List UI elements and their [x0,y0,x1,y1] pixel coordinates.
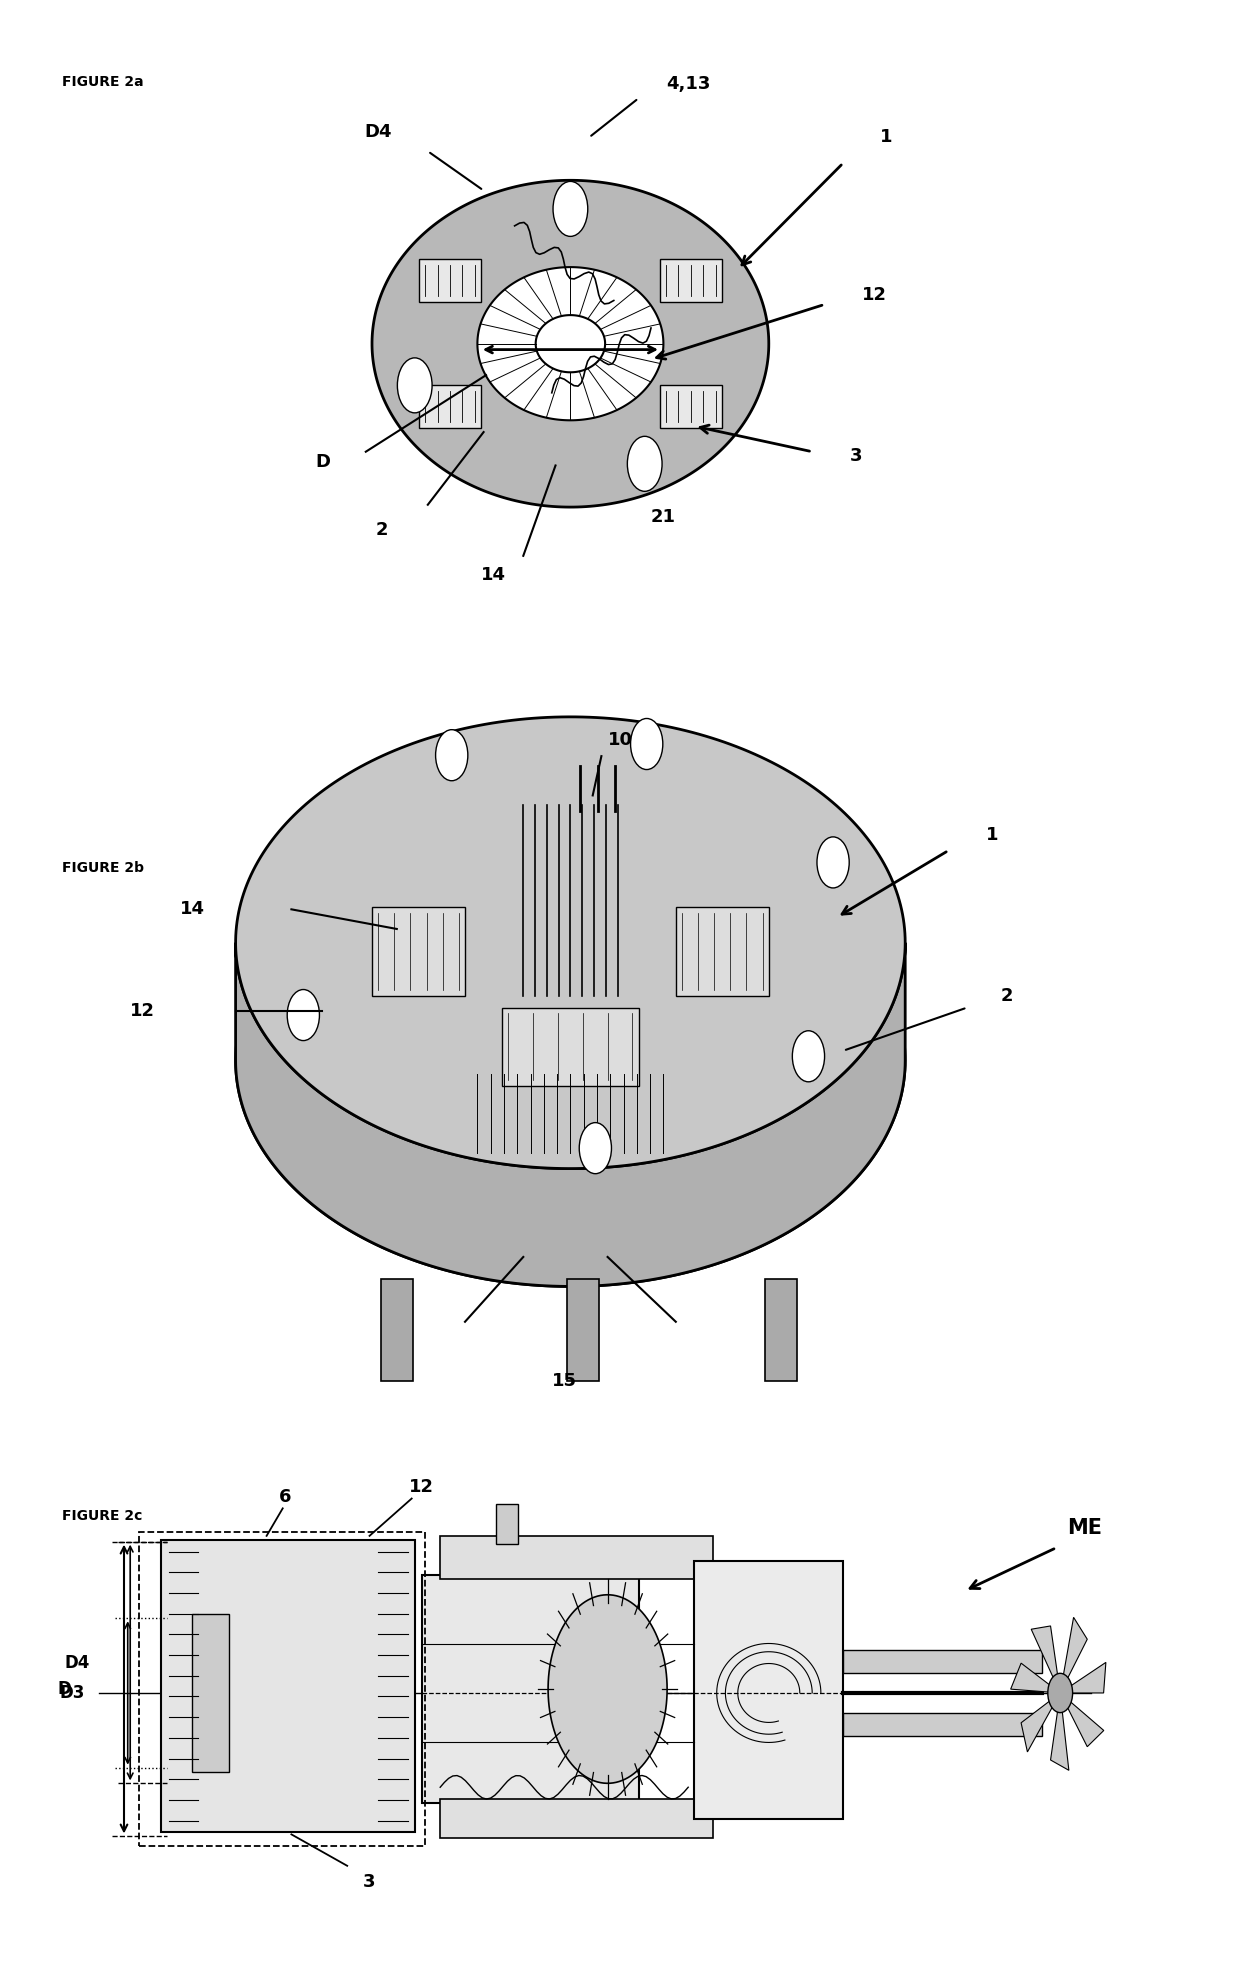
Circle shape [435,731,467,782]
Polygon shape [1032,1626,1060,1693]
Text: 2: 2 [1001,986,1013,1006]
Polygon shape [372,181,769,507]
Text: D: D [315,452,330,471]
Text: 4,13: 4,13 [666,75,711,94]
Polygon shape [236,835,905,1286]
Text: FIGURE 2c: FIGURE 2c [62,1508,143,1524]
Bar [694,1561,843,1819]
Bar [567,1279,599,1381]
Circle shape [792,1031,825,1082]
Text: D: D [57,1679,72,1699]
Bar [496,1504,518,1544]
Polygon shape [1060,1662,1106,1693]
Bar [192,1614,229,1772]
Polygon shape [1050,1693,1069,1770]
Circle shape [817,837,849,888]
Polygon shape [236,943,905,1286]
Text: FIGURE 2a: FIGURE 2a [62,75,144,90]
Text: 14: 14 [481,566,506,585]
Circle shape [579,1123,611,1174]
Text: 15: 15 [552,1371,577,1391]
Polygon shape [548,1595,667,1783]
Bar [161,1540,415,1832]
Text: 12: 12 [130,1002,155,1021]
Bar [139,1532,425,1846]
Text: 3: 3 [849,446,862,465]
Bar [419,385,481,428]
Text: FIGURE 2b: FIGURE 2b [62,860,144,876]
Circle shape [627,436,662,491]
Bar [765,1279,797,1381]
Circle shape [553,181,588,236]
Bar [660,385,722,428]
Text: 12: 12 [862,285,887,304]
Bar [372,907,465,996]
Bar [381,1279,413,1381]
Circle shape [397,357,432,412]
Text: ME: ME [1068,1518,1102,1538]
Polygon shape [1060,1693,1104,1746]
Polygon shape [1011,1664,1060,1693]
Bar [843,1650,1042,1673]
Bar [660,259,722,302]
Text: D4: D4 [365,122,392,141]
Polygon shape [477,267,663,420]
Bar [440,1536,713,1579]
Text: D4: D4 [64,1654,89,1671]
Bar [422,1575,639,1803]
Bar [502,1008,639,1086]
Text: 12: 12 [409,1477,434,1497]
Polygon shape [536,314,605,373]
Text: 2: 2 [376,520,388,540]
Text: 6: 6 [279,1487,291,1506]
Circle shape [288,990,320,1041]
Text: 3: 3 [363,1872,376,1891]
Polygon shape [236,717,905,1169]
Text: D3: D3 [60,1683,84,1703]
Circle shape [1048,1673,1073,1713]
Text: 14: 14 [180,900,205,919]
Polygon shape [1021,1693,1060,1752]
Text: 21: 21 [651,507,676,526]
Text: 1: 1 [986,825,998,845]
Text: 10: 10 [608,731,632,750]
Text: 1: 1 [880,128,893,147]
Bar [676,907,769,996]
Bar [843,1713,1042,1736]
Polygon shape [1060,1616,1087,1693]
Circle shape [631,719,663,770]
Bar [419,259,481,302]
Bar [440,1799,713,1838]
